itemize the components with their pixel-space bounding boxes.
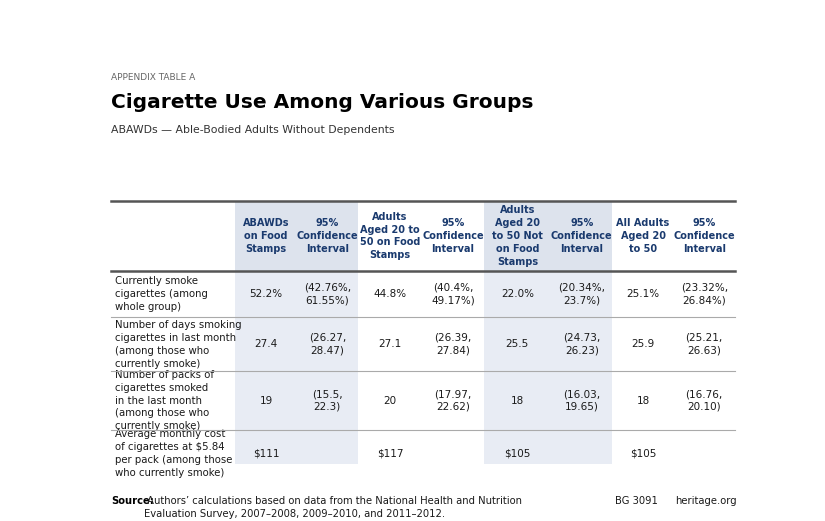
Text: 20: 20 [384,395,397,405]
FancyBboxPatch shape [483,430,612,478]
Text: Source:: Source: [111,496,153,506]
FancyBboxPatch shape [111,271,735,317]
Text: Adults
Aged 20 to
50 on Food
Stamps: Adults Aged 20 to 50 on Food Stamps [360,212,420,260]
Text: $105: $105 [629,449,656,458]
Text: BG 3091: BG 3091 [615,496,658,506]
Text: 25.5: 25.5 [506,339,529,350]
Text: Authors’ calculations based on data from the National Health and Nutrition
Evalu: Authors’ calculations based on data from… [144,496,522,519]
Text: $111: $111 [252,449,280,458]
Text: $105: $105 [504,449,530,458]
Text: (16.76,
20.10): (16.76, 20.10) [686,389,723,412]
Text: 18: 18 [636,395,649,405]
FancyBboxPatch shape [111,201,235,271]
Text: ABAWDs — Able-Bodied Adults Without Dependents: ABAWDs — Able-Bodied Adults Without Depe… [111,125,394,135]
Text: Currently smoke
cigarettes (among
whole group): Currently smoke cigarettes (among whole … [115,277,208,312]
Text: 44.8%: 44.8% [374,289,407,299]
FancyBboxPatch shape [612,201,735,271]
Text: (42.76%,
61.55%): (42.76%, 61.55%) [304,283,351,306]
FancyBboxPatch shape [483,371,612,430]
Text: (17.97,
22.62): (17.97, 22.62) [434,389,472,412]
Text: (20.34%,
23.7%): (20.34%, 23.7%) [559,283,606,306]
Text: Cigarette Use Among Various Groups: Cigarette Use Among Various Groups [111,93,533,111]
Text: $117: $117 [377,449,403,458]
Text: 25.1%: 25.1% [626,289,659,299]
Text: APPENDIX TABLE A: APPENDIX TABLE A [111,72,195,82]
Text: 95%
Confidence
Interval: 95% Confidence Interval [422,218,483,254]
Text: Adults
Aged 20
to 50 Not
on Food
Stamps: Adults Aged 20 to 50 Not on Food Stamps [492,205,543,267]
Text: Average monthly cost
of cigarettes at $5.84
per pack (among those
who currently : Average monthly cost of cigarettes at $5… [115,429,232,478]
Text: 19: 19 [259,395,273,405]
Text: (26.27,
28.47): (26.27, 28.47) [309,333,346,356]
Text: 25.9: 25.9 [631,339,654,350]
Text: (15.5,
22.3): (15.5, 22.3) [312,389,342,412]
FancyBboxPatch shape [235,430,358,478]
Text: Number of packs of
cigarettes smoked
in the last month
(among those who
currentl: Number of packs of cigarettes smoked in … [115,370,214,431]
FancyBboxPatch shape [111,430,735,478]
FancyBboxPatch shape [235,371,358,430]
FancyBboxPatch shape [111,317,735,371]
FancyBboxPatch shape [111,201,735,271]
FancyBboxPatch shape [111,371,735,430]
Text: (16.03,
19.65): (16.03, 19.65) [563,389,601,412]
Text: 27.4: 27.4 [254,339,278,350]
Text: (40.4%,
49.17%): (40.4%, 49.17%) [431,283,475,306]
FancyBboxPatch shape [358,201,483,271]
Text: 22.0%: 22.0% [501,289,534,299]
Text: heritage.org: heritage.org [676,496,737,506]
Text: (25.21,
26.63): (25.21, 26.63) [686,333,723,356]
Text: 95%
Confidence
Interval: 95% Confidence Interval [296,218,358,254]
Text: ABAWDs
on Food
Stamps: ABAWDs on Food Stamps [243,218,290,254]
FancyBboxPatch shape [235,317,358,371]
Text: 52.2%: 52.2% [249,289,283,299]
Text: 18: 18 [511,395,524,405]
Text: 27.1: 27.1 [379,339,402,350]
Text: All Adults
Aged 20
to 50: All Adults Aged 20 to 50 [616,218,670,254]
Text: Number of days smoking
cigarettes in last month
(among those who
currently smoke: Number of days smoking cigarettes in las… [115,320,241,368]
Text: 95%
Confidence
Interval: 95% Confidence Interval [673,218,735,254]
Text: (24.73,
26.23): (24.73, 26.23) [563,333,601,356]
Text: (26.39,
27.84): (26.39, 27.84) [434,333,472,356]
Text: (23.32%,
26.84%): (23.32%, 26.84%) [681,283,728,306]
Text: 95%
Confidence
Interval: 95% Confidence Interval [551,218,613,254]
FancyBboxPatch shape [483,271,612,317]
FancyBboxPatch shape [483,317,612,371]
FancyBboxPatch shape [235,271,358,317]
